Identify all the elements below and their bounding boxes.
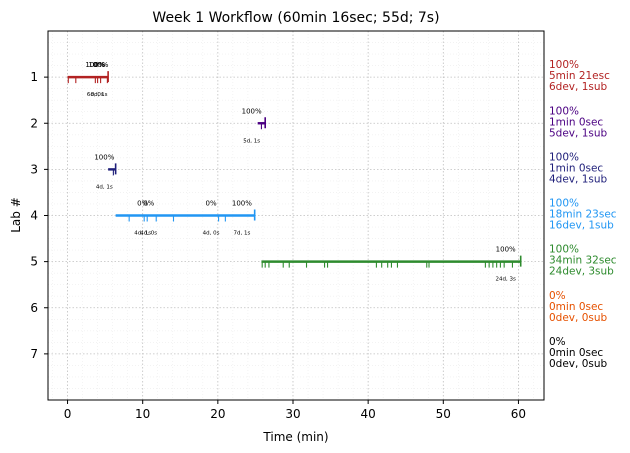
lab-2-summary-line: 1min 0sec <box>549 116 603 128</box>
lab-5-summary-line: 100% <box>549 244 579 256</box>
lab-4-annotation-percent: 100% <box>232 200 252 208</box>
lab-1-annotation-percent: 100% <box>85 61 105 69</box>
x-tick-label: 40 <box>361 407 376 421</box>
lab-5-summary-line: 34min 32sec <box>549 255 617 267</box>
lab-1-annotation-percent: 100% <box>88 61 108 69</box>
lab-1-summary-line: 6dev, 1sub <box>549 81 608 93</box>
x-tick-label: 60 <box>511 407 526 421</box>
lab-3-summary-line: 4dev, 1sub <box>549 173 608 185</box>
lab-4-annotation-percent: 0% <box>206 200 217 208</box>
x-tick-label: 30 <box>285 407 300 421</box>
lab-1-annotation-count: 6d, 0s <box>87 92 104 98</box>
lab-4-summary-line: 18min 23sec <box>549 209 617 221</box>
lab-6-summary-line: 0min 0sec <box>549 301 603 313</box>
lab-2-summary-line: 5dev, 1sub <box>549 127 608 139</box>
y-tick-label: 5 <box>30 255 38 269</box>
lab-7-summary-line: 0min 0sec <box>549 347 603 359</box>
lab-5-annotation-count: 24d, 3s <box>495 277 515 283</box>
lab-7-summary-line: 0dev, 0sub <box>549 358 608 370</box>
lab-6-summary-line: 0% <box>549 290 566 302</box>
axis-ticks: 0 10 20 30 40 50 60 1 2 3 4 5 6 7 <box>30 70 526 421</box>
x-tick-label: 10 <box>135 407 150 421</box>
lab-4-annotation-percent: 0% <box>137 200 148 208</box>
lab-4-annotation-count: 4d, 1s <box>134 231 151 237</box>
lab-5-annotation-percent: 100% <box>496 246 516 254</box>
lab-4-annotation-percent: 0% <box>143 200 154 208</box>
x-axis-label: Time (min) <box>262 430 328 444</box>
lab-5-summary-line: 24dev, 3sub <box>549 266 614 278</box>
y-tick-label: 7 <box>30 347 38 361</box>
lab-1-summary-line: 100% <box>549 59 579 71</box>
y-tick-label: 2 <box>30 116 38 130</box>
lab-3-annotation-count: 4d, 1s <box>96 184 113 190</box>
x-tick-label: 20 <box>210 407 225 421</box>
y-tick-label: 1 <box>30 70 38 84</box>
y-tick-label: 4 <box>30 209 38 223</box>
lab-3-summary-line: 1min 0sec <box>549 162 603 174</box>
lab-4-annotation-count: 7d, 1s <box>233 231 250 237</box>
y-tick-label: 6 <box>30 301 38 315</box>
lab-4-summary-line: 16dev, 1sub <box>549 220 614 232</box>
lab-1-annotation-count: 0d, 1s <box>91 92 108 98</box>
lab-1-summary-line: 5min 21esc <box>549 70 610 82</box>
lab-4-annotation-count: 4d, 0s <box>203 231 220 237</box>
x-tick-label: 50 <box>436 407 451 421</box>
lab-4-annotation-count: 4d, 0s <box>140 231 157 237</box>
y-axis-label: Lab # <box>9 197 23 233</box>
lab-3-annotation-percent: 100% <box>94 153 114 161</box>
annotations: 100% 6d, 0s 0% 0d, 1s 100% 100% 5d, 1s 100% 4d, … <box>85 61 516 283</box>
lab-7-summary-line: 0% <box>549 336 566 348</box>
lab-2-summary-line: 100% <box>549 105 579 117</box>
lab-6-summary-line: 0dev, 0sub <box>549 312 608 324</box>
y-tick-label: 3 <box>30 162 38 176</box>
lab-2-annotation-percent: 100% <box>242 107 262 115</box>
chart-title: Week 1 Workflow (60min 16sec; 55d; 7s) <box>152 10 439 26</box>
lab-2-annotation-count: 5d, 1s <box>243 138 260 144</box>
lab-bars <box>67 71 522 268</box>
lab-1-annotation-percent: 0% <box>94 61 105 69</box>
lab-3-summary-line: 100% <box>549 151 579 163</box>
x-tick-label: 0 <box>64 407 72 421</box>
lab-4-summary-line: 100% <box>549 198 579 210</box>
